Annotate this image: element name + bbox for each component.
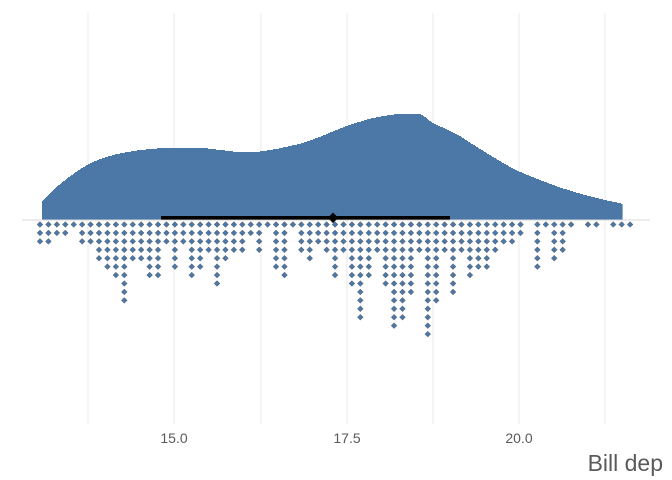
svg-text:17.5: 17.5 — [333, 430, 360, 446]
svg-text:Bill dep: Bill dep — [588, 450, 663, 476]
svg-text:20.0: 20.0 — [505, 430, 532, 446]
svg-text:15.0: 15.0 — [160, 430, 187, 446]
